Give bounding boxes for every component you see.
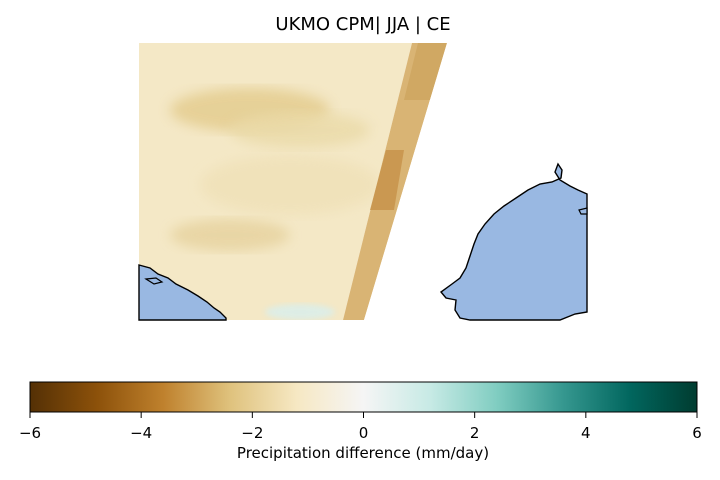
wet-anomaly-south bbox=[265, 304, 335, 320]
dry-anomaly-south bbox=[170, 219, 290, 251]
colorbar-label: Precipitation difference (mm/day) bbox=[236, 444, 490, 462]
boundary-strip-dark bbox=[370, 150, 404, 210]
colorbar bbox=[29, 381, 698, 413]
colorbar-tick-label: 6 bbox=[692, 424, 702, 442]
colorbar-tick-label: 2 bbox=[469, 424, 480, 442]
colorbar-tick-label: 4 bbox=[581, 424, 591, 442]
dry-anomaly-centre bbox=[200, 155, 380, 215]
land-east-islet bbox=[578, 207, 588, 215]
dry-anomaly-ring bbox=[230, 112, 370, 148]
colorbar-tick-label: 0 bbox=[358, 424, 369, 442]
boundary-strip-upper bbox=[404, 43, 447, 100]
colorbar-tick-label: −6 bbox=[18, 424, 42, 442]
land-west bbox=[138, 264, 227, 321]
colorbar-tick-label: −4 bbox=[130, 424, 153, 442]
land-west-islet bbox=[144, 277, 164, 285]
land-east bbox=[439, 162, 588, 321]
colorbar-ticks bbox=[29, 412, 698, 418]
colorbar-tick-label: −2 bbox=[241, 424, 264, 442]
precipitation-field bbox=[139, 43, 447, 320]
map-title: UKMO CPM| JJA | CE bbox=[275, 14, 451, 35]
